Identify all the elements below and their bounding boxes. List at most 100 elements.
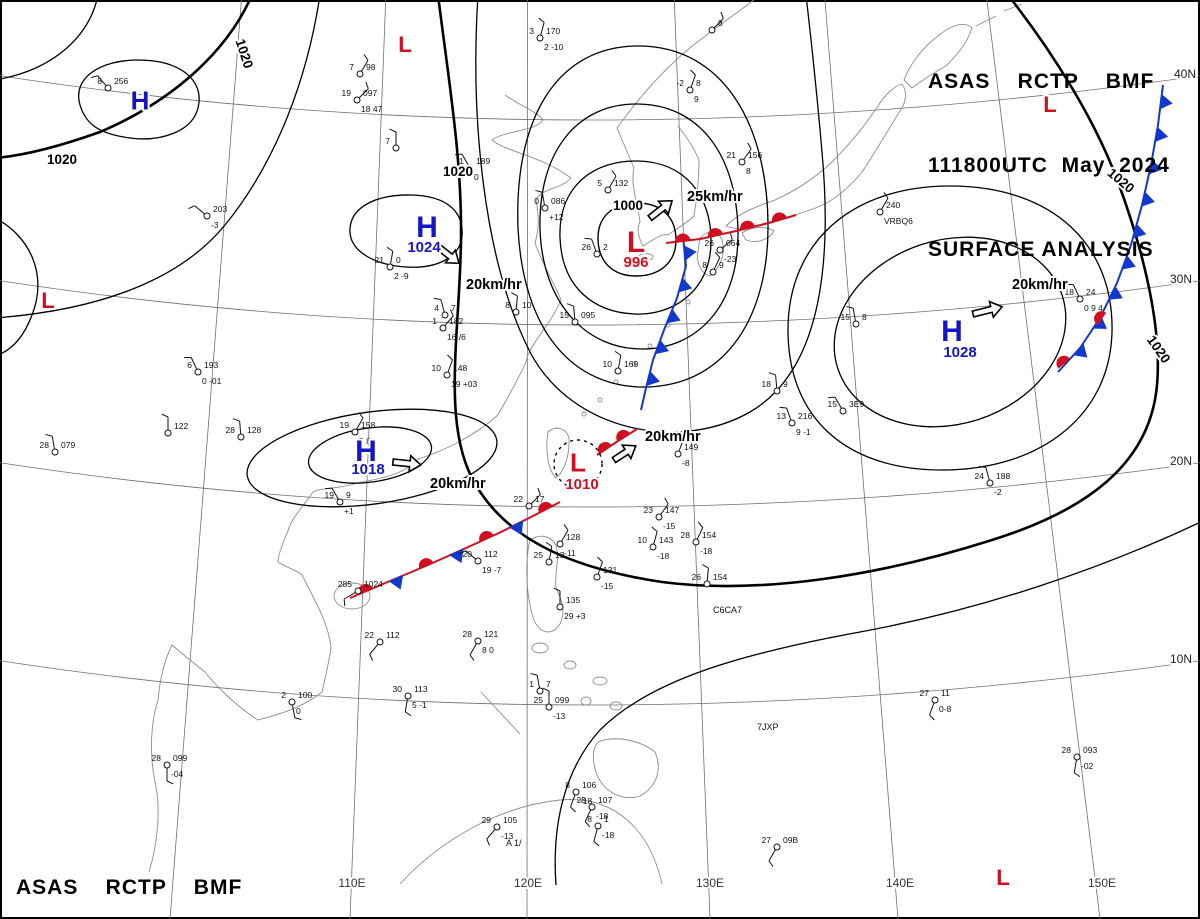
svg-text:193: 193	[204, 360, 218, 370]
svg-text:132: 132	[614, 178, 628, 188]
svg-text:11: 11	[941, 688, 950, 698]
pressure-center-value: 1010	[565, 476, 598, 493]
pressure-center-symbol: H	[941, 315, 963, 348]
station-plot: 5 132	[597, 170, 628, 194]
wind-barb	[597, 561, 603, 575]
isobar-south	[554, 521, 1200, 886]
station-plot: 8 106 -18	[565, 780, 596, 813]
svg-text:0 -01: 0 -01	[202, 376, 222, 386]
title-line-1: ASAS RCTP BMF	[928, 70, 1155, 93]
station-plot: 20 112 19 -7	[459, 549, 502, 575]
svg-text:10: 10	[603, 359, 613, 369]
cold-front-triangle	[1148, 159, 1163, 175]
station-plot: 28 128	[226, 418, 261, 441]
svg-text:158: 158	[361, 420, 375, 430]
svg-text:105: 105	[503, 815, 517, 825]
station-plot: 26 154	[692, 564, 727, 588]
wind-barb	[591, 238, 597, 252]
station-plot: 27 09B	[762, 835, 798, 867]
warm-front-semicircle	[740, 220, 755, 231]
svg-text:-2: -2	[676, 78, 684, 88]
svg-text:-3: -3	[211, 220, 219, 230]
wind-barb	[678, 438, 684, 452]
svg-text:097: 097	[363, 88, 377, 98]
svg-text:-18: -18	[580, 796, 593, 806]
cold-front-triangle	[1141, 191, 1155, 207]
svg-text:19: 19	[342, 88, 352, 98]
station-plot: 240 VRBQ6	[876, 192, 913, 226]
wind-barb	[549, 546, 553, 559]
station-plot: 23 147 -15	[644, 497, 679, 531]
station-plot: 18 9	[762, 372, 788, 395]
svg-text:19 -7: 19 -7	[482, 565, 502, 575]
svg-text:2 -10: 2 -10	[544, 42, 564, 52]
cold-front-triangle	[1159, 93, 1173, 110]
svg-text:15: 15	[841, 312, 851, 322]
svg-text:100: 100	[298, 690, 312, 700]
longitude-label: 140E	[886, 876, 914, 890]
wind-barb	[722, 239, 733, 249]
svg-text:15: 15	[828, 399, 838, 409]
svg-text:9: 9	[694, 94, 699, 104]
svg-text:112: 112	[386, 630, 400, 640]
svg-text:28: 28	[681, 530, 691, 540]
station-plot: 15 8	[841, 305, 867, 328]
movement-speed-label: 20km/hr	[430, 476, 486, 492]
svg-text:-18: -18	[700, 546, 713, 556]
movement-indicator: 20km/hr	[611, 427, 703, 464]
svg-text:27: 27	[762, 835, 772, 845]
station-plot: 22 112	[365, 630, 400, 661]
svg-text:A 1/: A 1/	[506, 838, 522, 848]
svg-text:2: 2	[281, 690, 286, 700]
wind-barb	[194, 205, 205, 215]
wind-barb	[515, 296, 518, 309]
wind-barb	[775, 375, 778, 388]
station-plot: 0 086 +12	[534, 189, 565, 222]
movement-arrow-icon	[971, 300, 1004, 319]
warm-front-semicircle	[707, 228, 723, 238]
station-plot: 28 099 -04	[152, 753, 187, 785]
isobar	[0, 0, 320, 319]
pressure-center-symbol: L	[1043, 92, 1056, 117]
wind-barb	[540, 22, 545, 36]
isobar-label: 1020	[443, 164, 473, 179]
svg-text:9: 9	[719, 260, 724, 270]
warm-front-semicircle	[538, 502, 553, 514]
station-plot: 7 98	[349, 54, 376, 78]
movement-arrow-icon	[391, 454, 423, 474]
svg-text:18 47: 18 47	[361, 104, 383, 114]
station-plot: 8 1-18	[587, 814, 615, 847]
movement-indicator: 20km/hr	[971, 275, 1070, 319]
station-plot: 128 -11	[556, 524, 580, 558]
svg-text:106: 106	[582, 780, 596, 790]
svg-text:17: 17	[535, 494, 545, 504]
meridian-150E	[986, 0, 1101, 919]
station-plot: 21 0 2 -9	[375, 246, 409, 281]
cold-front-triangle	[388, 574, 404, 590]
cold-front-triangle	[645, 370, 660, 387]
wind-barb	[239, 421, 242, 434]
latitude-label: 20N	[1170, 454, 1192, 468]
warm-front-semicircle	[1056, 355, 1070, 369]
front	[596, 428, 638, 456]
svg-text:10: 10	[638, 535, 648, 545]
movement-arrow-icon	[647, 199, 674, 222]
isobar-1008	[539, 103, 739, 350]
svg-text:135: 135	[566, 595, 580, 605]
station-plot: 18 24 0 9 4	[1065, 283, 1103, 313]
isobar	[0, 0, 98, 80]
station-plot: 149 -8	[674, 433, 698, 468]
svg-text:5: 5	[597, 178, 602, 188]
wind-barb	[356, 417, 364, 430]
movement-indicator: 25km/hr	[647, 187, 745, 222]
wind-barb	[190, 357, 198, 370]
coast-philippine-islands	[531, 642, 623, 711]
svg-text:1: 1	[432, 316, 437, 326]
parallel-20N	[0, 462, 1200, 508]
svg-text:19: 19	[325, 490, 335, 500]
pressure-center-l: L	[994, 863, 1011, 892]
cold-front-triangle	[1154, 126, 1169, 143]
